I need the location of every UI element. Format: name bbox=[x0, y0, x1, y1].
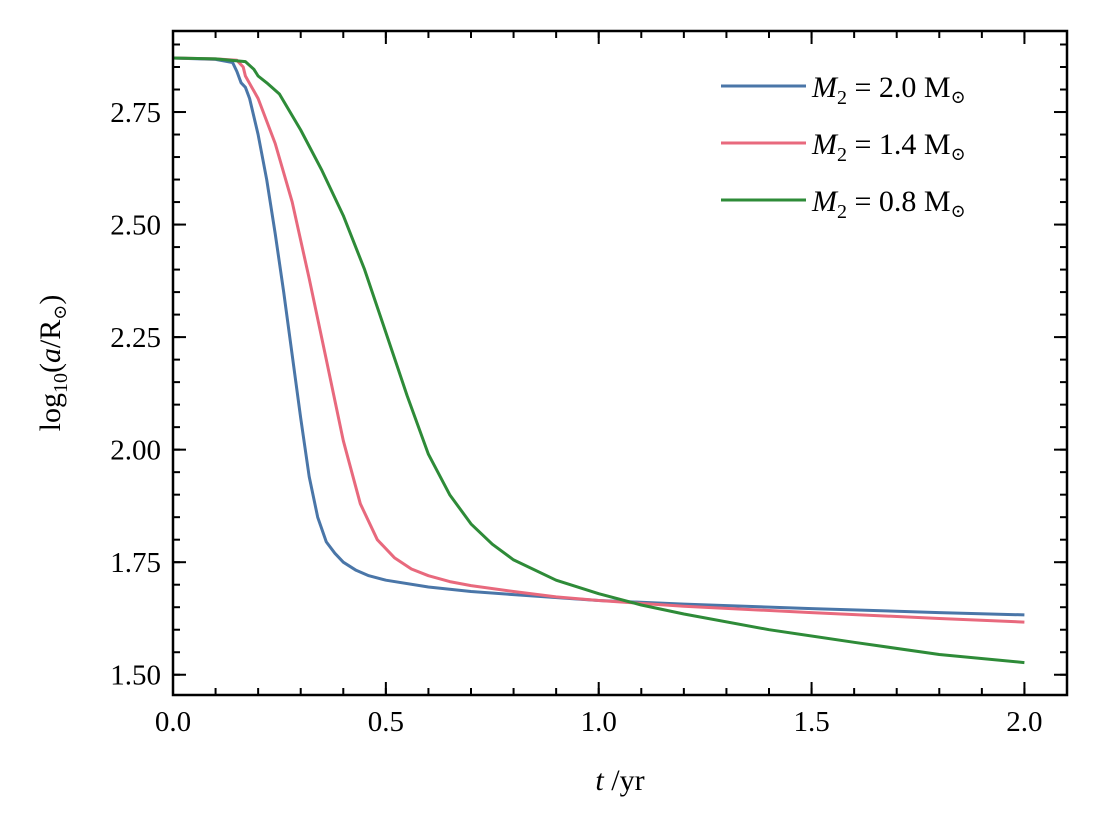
y-axis-label-open: ( bbox=[34, 363, 67, 373]
x-tick-label: 0.0 bbox=[155, 706, 191, 738]
x-axis-label-var: t bbox=[595, 764, 604, 797]
series-line-3 bbox=[172, 56, 1025, 665]
y-tick-label: 2.00 bbox=[110, 435, 161, 467]
legend-label-1: M2 = 2.0 M⊙ bbox=[811, 71, 966, 109]
x-tick-label: 1.5 bbox=[793, 706, 829, 738]
legend: M2 = 2.0 M⊙ M2 = 1.4 M⊙ M2 = 0.8 M⊙ bbox=[721, 71, 966, 223]
y-axis-label-sun: ⊙ bbox=[50, 305, 70, 320]
x-tick-label: 0.5 bbox=[368, 706, 404, 738]
series-lines bbox=[172, 56, 1025, 665]
legend-label-2: M2 = 1.4 M⊙ bbox=[811, 128, 966, 166]
y-axis-label-sub: 10 bbox=[50, 373, 72, 393]
tick-labels: 0.0 0.5 1.0 1.5 2.0 1.50 1.75 2.00 2.25 2.50 2.75 bbox=[110, 97, 1042, 738]
y-tick-label: 2.50 bbox=[110, 210, 161, 242]
x-axis-label-unit: /yr bbox=[604, 764, 645, 797]
y-tick-label: 2.75 bbox=[110, 97, 161, 129]
x-axis-label: t /yr bbox=[595, 764, 644, 797]
y-tick-label: 1.50 bbox=[110, 660, 161, 692]
legend-label-3: M2 = 0.8 M⊙ bbox=[811, 185, 966, 223]
x-tick-label: 1.0 bbox=[581, 706, 617, 738]
y-tick-label: 2.25 bbox=[110, 322, 161, 354]
y-axis-label-prefix: log bbox=[34, 393, 67, 431]
y-axis-label-var: a bbox=[34, 348, 67, 363]
x-tick-label: 2.0 bbox=[1006, 706, 1042, 738]
y-tick-label: 1.75 bbox=[110, 547, 161, 579]
y-axis-label-unit: /R bbox=[34, 320, 67, 348]
plot-frame bbox=[171, 29, 1069, 697]
series-line-2 bbox=[172, 56, 1025, 624]
y-axis-label: log10(a/R⊙) bbox=[34, 295, 72, 432]
y-axis-label-close: ) bbox=[34, 295, 67, 305]
